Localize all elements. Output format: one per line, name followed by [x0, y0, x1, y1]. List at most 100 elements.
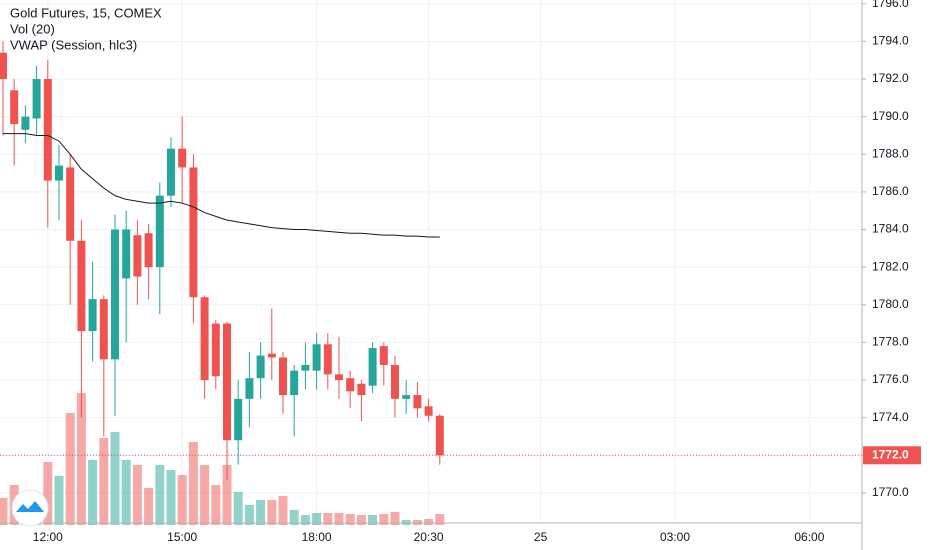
volume-bar [323, 513, 333, 525]
candle-body [66, 167, 75, 241]
volume-bar [0, 498, 8, 525]
x-tick-label: 12:00 [33, 530, 63, 544]
candle-body [144, 233, 153, 268]
logo-icon[interactable] [16, 501, 44, 512]
candle-body [167, 148, 175, 196]
grid [0, 0, 862, 523]
y-tick-label: 1788.0 [872, 146, 909, 160]
y-tick-label: 1780.0 [872, 297, 909, 311]
candle-body [323, 344, 332, 375]
volume-bar [356, 515, 366, 525]
volume-bar [65, 413, 75, 525]
x-tick-label: 15:00 [167, 530, 197, 544]
candle-body [43, 79, 52, 181]
volume-bar [334, 513, 344, 525]
candle-body [379, 346, 388, 365]
volume-bar [76, 393, 86, 525]
x-tick-label: 20:30 [414, 530, 444, 544]
candle-body [21, 116, 30, 130]
volume-bar [312, 513, 322, 525]
volume-bar [43, 462, 53, 525]
candle-body [357, 383, 366, 396]
volume-bar [256, 500, 266, 525]
y-tick-label: 1786.0 [872, 184, 909, 198]
x-tick-label: 18:00 [302, 530, 332, 544]
legend-symbol: Gold Futures, 15, COMEX [10, 5, 162, 20]
candle-body [155, 195, 164, 268]
volume-bar [222, 465, 232, 525]
logo[interactable] [11, 489, 49, 527]
candle-body [279, 357, 287, 396]
candle-body [424, 406, 433, 416]
candle-body [77, 240, 86, 332]
volume-bar [166, 470, 176, 525]
volume-bar [99, 438, 109, 525]
volume-bar [244, 505, 254, 525]
candle-body [368, 348, 377, 386]
volume-bar [88, 460, 98, 525]
candle-body [200, 297, 209, 381]
y-tick-label: 1796.0 [872, 0, 909, 10]
candle-body [133, 235, 142, 277]
volume-bar [435, 514, 445, 525]
volume-bar [233, 492, 243, 525]
candle-body [88, 299, 97, 332]
volume-bar [144, 488, 154, 525]
candle-body [0, 52, 7, 80]
volume-bar [278, 496, 288, 525]
volume-bar [368, 515, 378, 525]
candle-body [402, 395, 411, 399]
candle-body [256, 355, 265, 379]
candle-body [335, 374, 343, 381]
last-price-label: 1772.0 [872, 447, 909, 461]
axes: 1770.0 1772.0 1774.0 1776.0 1778.0 1780.0 1782… [33, 0, 921, 544]
candle-body [245, 378, 254, 399]
volume-bar [110, 432, 120, 525]
volume-bar [155, 465, 165, 525]
candle-body [223, 323, 231, 441]
y-tick-label: 1776.0 [872, 372, 909, 386]
y-tick-label: 1794.0 [872, 34, 909, 48]
candle-body [435, 415, 444, 456]
volume-bar [390, 512, 400, 525]
volume-bar [424, 519, 434, 525]
volume-bar [267, 500, 277, 525]
legend-vwap: VWAP (Session, hlc3) [10, 37, 137, 52]
vwap-line [3, 133, 440, 238]
candle-body [234, 398, 243, 441]
candle-body [290, 370, 299, 396]
candle-body [346, 378, 355, 392]
candle-body [178, 148, 187, 168]
candle-body [413, 395, 422, 409]
y-tick-label: 1790.0 [872, 109, 909, 123]
y-tick-label: 1774.0 [872, 410, 909, 424]
candle-body [122, 229, 131, 279]
volume-bar [300, 515, 310, 525]
candle-body [391, 364, 399, 399]
candle-body [55, 165, 63, 181]
candle-body [312, 344, 321, 371]
volume-bar [132, 465, 142, 525]
y-tick-label: 1784.0 [872, 222, 909, 236]
candle-body [10, 90, 19, 125]
candle-body [211, 323, 220, 377]
y-tick-label: 1770.0 [872, 485, 909, 499]
volume-bar [379, 514, 389, 525]
volume-bar [289, 510, 299, 525]
volume-bar [54, 476, 64, 525]
candle-body [189, 167, 198, 298]
last-price-box [863, 446, 921, 465]
candles [0, 41, 862, 480]
volume-bar [211, 485, 221, 525]
volume-bar [188, 442, 198, 525]
candle-body [32, 79, 41, 119]
candle-body [267, 353, 276, 358]
y-tick-label: 1782.0 [872, 259, 909, 273]
volume-bar [200, 465, 210, 525]
legend-volume: Vol (20) [10, 21, 55, 36]
volume-bar [177, 475, 187, 525]
y-tick-label: 1792.0 [872, 71, 909, 85]
x-tick-label: 25 [534, 530, 548, 544]
candle-body [301, 364, 310, 371]
